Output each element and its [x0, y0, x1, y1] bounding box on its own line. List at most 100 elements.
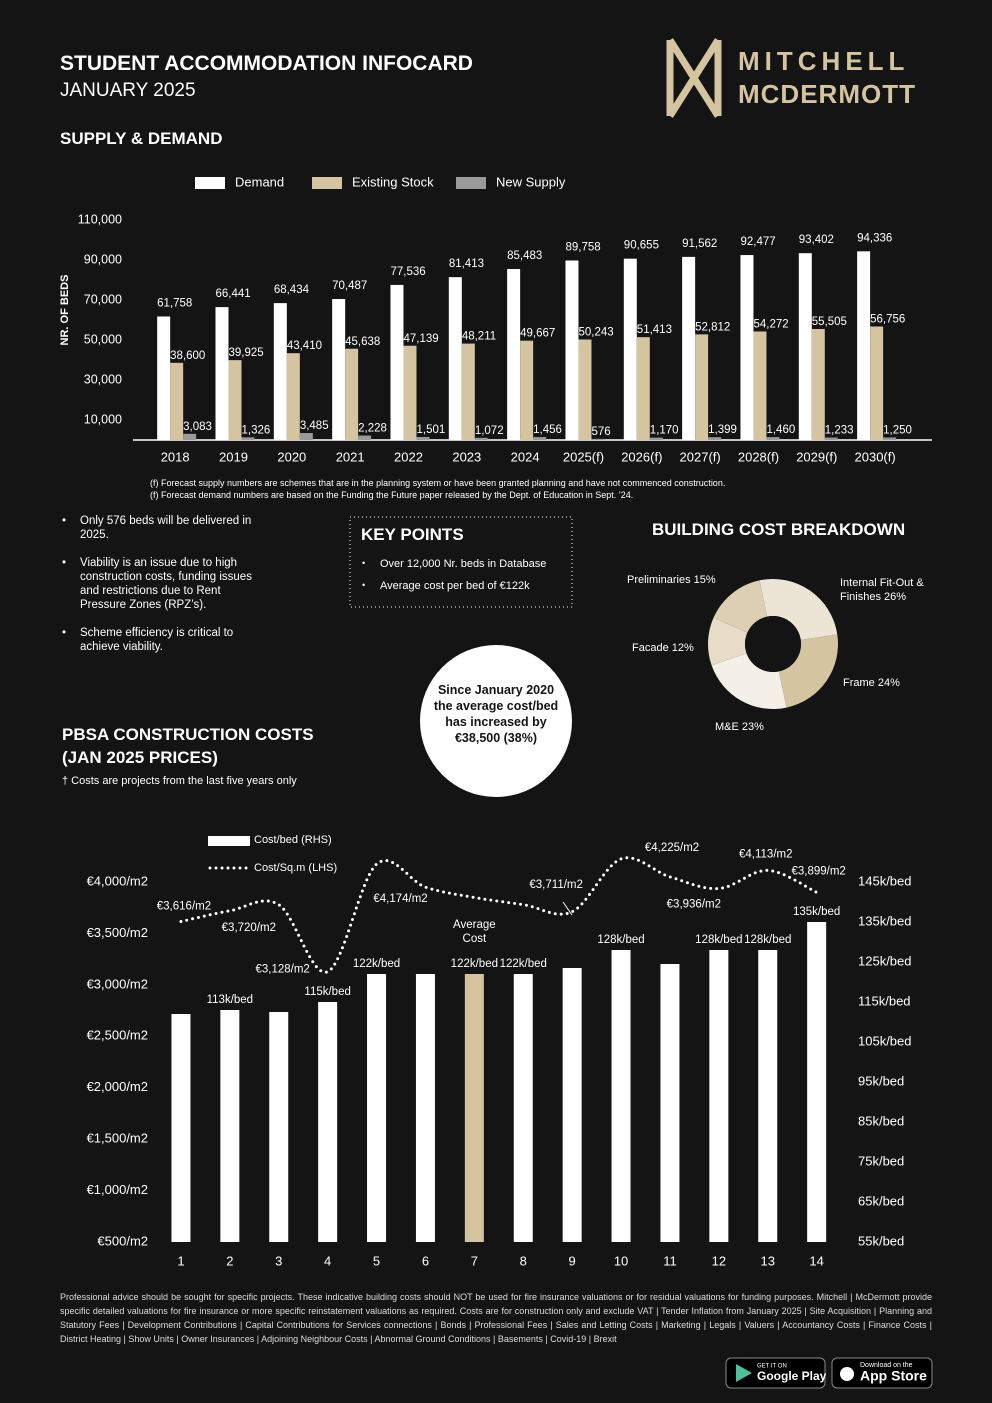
y2-tick-label: 75k/bed: [858, 1153, 904, 1168]
x-tick-label: 2019: [219, 449, 248, 464]
y-tick-label: €2,000/m2: [87, 1079, 148, 1094]
data-label: 56,756: [870, 314, 905, 326]
bar: [611, 950, 631, 1242]
highlight-label: Average Cost: [453, 919, 496, 945]
data-label: €3,616/m2: [157, 901, 211, 913]
data-label: 89,758: [565, 242, 600, 254]
bar: [286, 353, 300, 440]
x-tick-label: 2018: [161, 449, 190, 464]
bar: [183, 433, 197, 440]
bar: [883, 437, 897, 440]
legend-label: Existing Stock: [352, 174, 434, 189]
data-label: 1,456: [533, 424, 562, 436]
google-play-badge[interactable]: [725, 1357, 826, 1389]
x-tick-label: 2030(f): [855, 449, 896, 464]
y-tick-label: 110,000: [78, 212, 122, 226]
bar: [591, 438, 605, 440]
bar: [507, 269, 521, 440]
bar: [228, 360, 242, 440]
data-label: €3,711/m2: [529, 879, 583, 891]
data-label: 52,812: [695, 321, 730, 333]
y-tick-label: €500/m2: [97, 1233, 148, 1248]
bar: [345, 348, 359, 440]
x-tick-label: 2026(f): [621, 449, 662, 464]
legend-swatch: [312, 177, 342, 189]
bar: [358, 435, 372, 440]
pie-value: 15%: [693, 574, 716, 586]
google-play-icon: [736, 1364, 752, 1382]
section-title: PBSA CONSTRUCTION COSTS (JAN 2025 PRICES…: [62, 725, 314, 767]
x-tick-label: 2029(f): [796, 449, 837, 464]
bar: [695, 334, 709, 440]
data-label: 122k/bed: [500, 958, 547, 970]
y-tick-label: €1,000/m2: [87, 1182, 148, 1197]
x-tick-label: 2: [226, 1253, 233, 1268]
bar: [660, 964, 680, 1242]
data-label: €4,174/m2: [373, 893, 427, 905]
y-tick-label: €1,500/m2: [87, 1131, 148, 1146]
key-points: Over 12,000 Nr. beds in Database Average…: [362, 548, 570, 592]
page-subtitle: JANUARY 2025: [60, 80, 196, 101]
x-tick-label: 1: [177, 1253, 184, 1268]
data-label: 122k/bed: [451, 958, 498, 970]
key-point: Average cost per bed of €122k: [362, 580, 570, 592]
data-label: 115k/bed: [304, 986, 350, 998]
key-points-title: KEY POINTS: [361, 525, 464, 544]
y-tick-label: €4,000/m2: [87, 873, 148, 888]
bar: [870, 326, 884, 440]
bar: [220, 1010, 240, 1242]
bar: [709, 950, 729, 1242]
x-tick-label: 7: [471, 1253, 478, 1268]
pie-category: Facade: [632, 642, 669, 654]
legend-swatch: [195, 177, 225, 189]
pie-category: M&E: [715, 721, 739, 733]
section-title: BUILDING COST BREAKDOWN: [652, 520, 906, 539]
data-label: 54,272: [753, 318, 788, 330]
y2-tick-label: 95k/bed: [858, 1073, 904, 1088]
logo-icon: [666, 38, 722, 118]
bar: [367, 974, 387, 1242]
pie-label: M&E 23%: [715, 720, 835, 734]
data-label: 81,413: [449, 258, 484, 270]
footnotes: (f) Forecast supply numbers are schemes …: [150, 477, 725, 501]
bar: [798, 253, 812, 440]
y-tick-label: 50,000: [84, 332, 122, 346]
bar: [332, 299, 346, 440]
pie-label: Facade 12%: [632, 641, 752, 655]
data-label: 135k/bed: [793, 906, 840, 918]
data-label: 91,562: [682, 238, 717, 250]
bar: [562, 968, 582, 1242]
bar: [636, 337, 650, 440]
bar: [708, 437, 722, 440]
data-label: 128k/bed: [695, 934, 742, 946]
bar: [807, 922, 827, 1242]
pie-label: Frame 24%: [843, 676, 963, 690]
badge-small: GET IT ON: [757, 1364, 787, 1370]
x-tick-label: 2022: [394, 449, 423, 464]
x-tick-label: 6: [422, 1253, 429, 1268]
bar: [811, 328, 825, 440]
bar: [390, 284, 404, 440]
app-store-badge[interactable]: [831, 1357, 933, 1389]
brand-line: MCDERMOTT: [738, 79, 916, 109]
bullet: Viability is an issue due to high constr…: [62, 556, 256, 612]
legend-label: Cost/Sq.m (LHS): [254, 862, 337, 874]
key-point: Over 12,000 Nr. beds in Database: [362, 558, 570, 570]
footnote: (f) Forecast demand numbers are based on…: [150, 490, 634, 500]
bar: [520, 340, 534, 440]
data-label: 3,485: [300, 420, 329, 432]
bar: [857, 251, 871, 440]
y-tick-label: 90,000: [84, 252, 122, 266]
data-label: €3,128/m2: [255, 964, 309, 976]
pie-slice: [713, 580, 768, 633]
bar: [753, 331, 767, 440]
x-tick-label: 3: [275, 1253, 282, 1268]
pie-value: 26%: [884, 591, 907, 603]
bar: [623, 258, 637, 440]
data-label: 1,501: [416, 424, 445, 436]
bar: [157, 316, 171, 440]
legend-swatch: [456, 177, 486, 189]
x-tick-label: 14: [809, 1253, 823, 1268]
bar: [464, 974, 484, 1242]
y2-tick-label: 135k/bed: [858, 913, 912, 928]
